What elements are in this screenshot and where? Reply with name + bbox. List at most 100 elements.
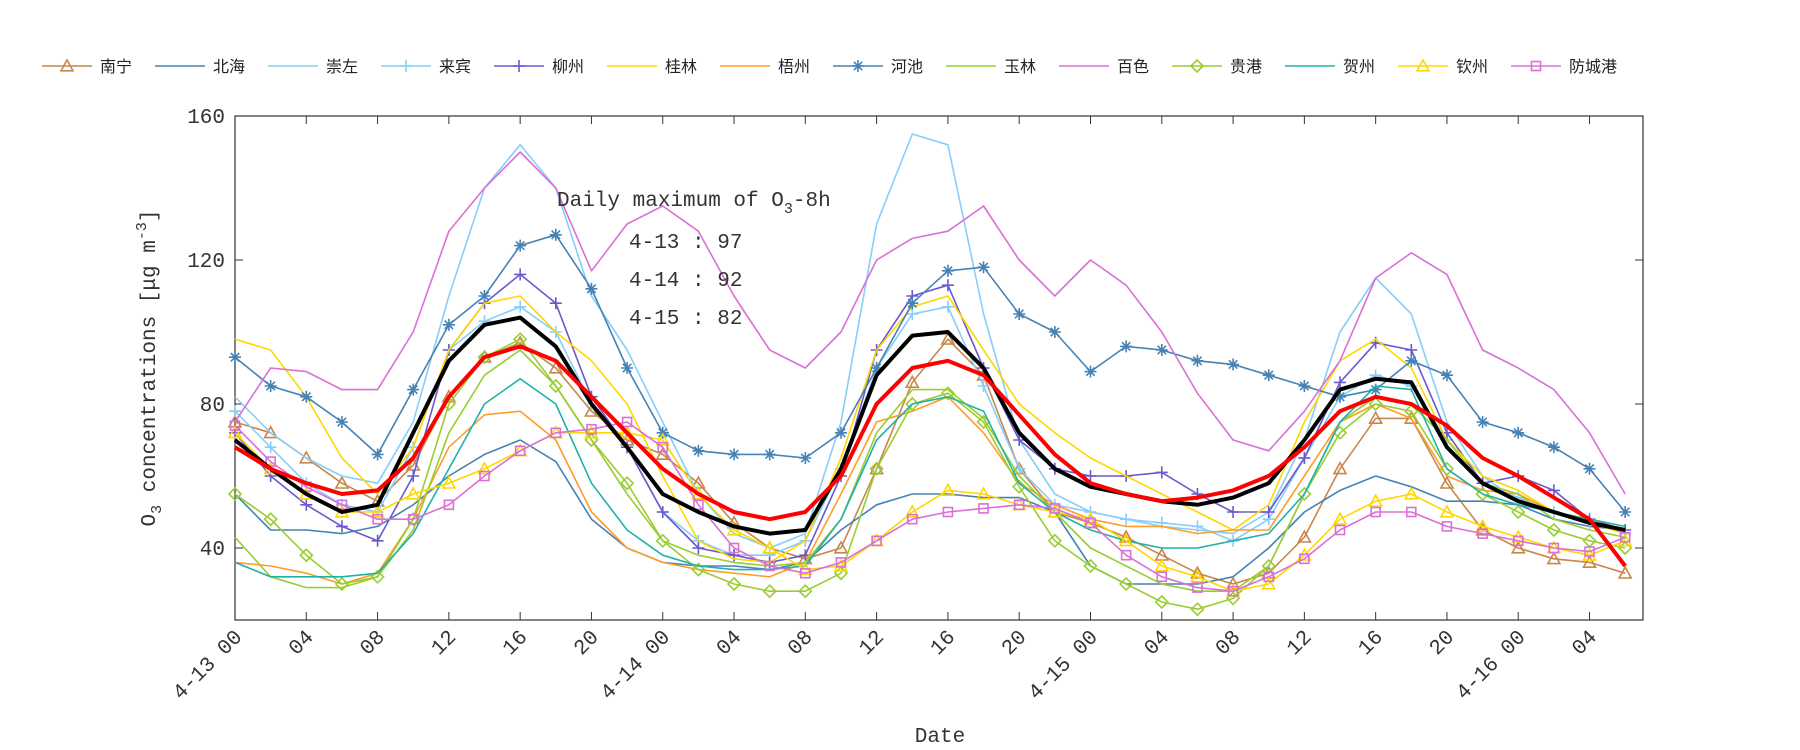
legend: 南宁 北海 崇左 来宾 柳州 桂林 梧州 河池 玉林 百色 贵港 贺州 钦州 防城港 (42, 57, 1617, 76)
marker (1405, 354, 1418, 367)
marker (299, 548, 314, 563)
marker (298, 450, 314, 464)
marker (335, 416, 348, 428)
x-axis-label: Date (915, 726, 965, 749)
marker (371, 448, 384, 461)
x-tick-label: 08 (784, 627, 818, 661)
marker (1299, 553, 1310, 565)
marker (371, 534, 384, 547)
marker (1120, 340, 1133, 353)
marker (655, 446, 671, 460)
marker (1582, 547, 1597, 561)
marker (799, 452, 812, 464)
marker (692, 444, 705, 457)
marker (1546, 551, 1562, 565)
marker (300, 498, 313, 511)
marker (1190, 565, 1205, 579)
y-label-part: O (139, 514, 162, 527)
marker (940, 386, 956, 401)
x-tick-label: 04 (713, 627, 747, 661)
marker (1191, 354, 1204, 367)
marker (1298, 452, 1311, 464)
marker (1192, 582, 1203, 593)
marker (621, 362, 634, 374)
marker (1547, 441, 1560, 454)
x-tick-label: 08 (356, 627, 390, 661)
x-tick-label: 12 (428, 627, 462, 661)
x-tick-label: 08 (1212, 627, 1246, 661)
marker (834, 426, 847, 439)
marker (763, 448, 776, 461)
legend-label: 崇左 (326, 57, 358, 76)
annotation-part: -8h (793, 190, 831, 213)
x-tick-label: 16 (499, 627, 533, 661)
series-line (234, 421, 1626, 593)
legend-label: 柳州 (552, 57, 584, 76)
marker (264, 470, 277, 482)
marker (1298, 380, 1311, 392)
marker (1190, 602, 1205, 617)
marker (1583, 462, 1596, 475)
marker (1227, 585, 1239, 597)
y-tick-label: 40 (200, 539, 225, 562)
marker (1049, 503, 1061, 514)
marker (229, 351, 241, 364)
x-tick-label: 4-13 00 (169, 627, 248, 706)
marker (1083, 558, 1098, 574)
marker (441, 475, 457, 489)
marker (1261, 576, 1277, 590)
marker (833, 540, 849, 554)
marker (691, 562, 706, 577)
marker (263, 425, 279, 439)
marker (1332, 461, 1348, 475)
marker (904, 374, 920, 388)
marker (941, 264, 954, 277)
x-tick-label: 20 (570, 627, 604, 661)
marker (1404, 404, 1419, 419)
marker (1154, 594, 1169, 610)
y-tick-label: 80 (200, 395, 225, 418)
marker (1368, 396, 1383, 412)
marker (335, 520, 348, 533)
series-line (234, 338, 1626, 611)
marker (1439, 475, 1455, 489)
legend-label: 北海 (213, 57, 245, 76)
marker (833, 558, 849, 572)
marker (1227, 506, 1240, 518)
marker (1617, 565, 1633, 579)
legend-marker (1530, 60, 1542, 72)
x-tick-label: 4-15 00 (1025, 627, 1104, 706)
x-tick-label: 04 (285, 627, 319, 661)
marker (692, 542, 705, 554)
annotation-line: 4-15 : 82 (629, 308, 742, 331)
marker (514, 268, 527, 281)
legend-label: 梧州 (778, 57, 810, 76)
marker (869, 461, 884, 476)
marker (1120, 513, 1133, 526)
y-tick-label: 120 (187, 251, 225, 274)
legend-marker (1415, 58, 1431, 72)
marker (586, 423, 597, 435)
marker (726, 576, 742, 592)
marker (1368, 410, 1384, 424)
marker (1619, 506, 1632, 518)
marker (619, 476, 635, 491)
legend-label: 玉林 (1004, 57, 1036, 76)
marker (336, 499, 348, 511)
marker (514, 300, 527, 313)
marker (442, 318, 455, 331)
marker (229, 405, 241, 418)
marker (1048, 326, 1061, 338)
x-tick-label: 16 (927, 627, 961, 661)
marker (726, 522, 742, 536)
marker (1405, 344, 1418, 356)
legend-label: 防城港 (1569, 57, 1617, 76)
marker (1406, 506, 1417, 518)
marker (1403, 486, 1419, 500)
marker (1262, 369, 1275, 382)
legend-marker (1189, 58, 1205, 74)
marker (1013, 434, 1026, 446)
marker (1476, 416, 1489, 428)
series-line (234, 234, 1626, 513)
